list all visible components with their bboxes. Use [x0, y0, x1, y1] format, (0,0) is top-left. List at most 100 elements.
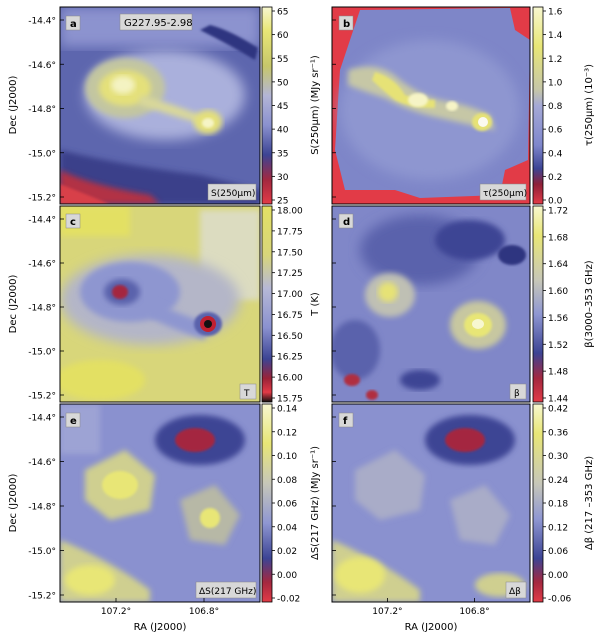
panel-f-name-box: [505, 581, 527, 599]
colorbar-b-tick-label: 0.4: [548, 149, 563, 159]
panel-e-name-box: [195, 581, 257, 599]
colorbar-d-tick-label: 1.56: [548, 314, 568, 324]
panel-a-letter: a: [70, 19, 77, 30]
colorbar-a-tick-label: 50: [277, 78, 289, 88]
colorbar-d-tick-label: 1.44: [548, 395, 568, 405]
colorbar-b: [532, 6, 544, 205]
dec-tick-label-row3: -14.8°: [28, 503, 56, 513]
colorbar-c: [261, 205, 273, 403]
dec-tick-label-row2: -15.2°: [28, 392, 56, 402]
colorbar-f-tick-label: 0.18: [548, 500, 568, 510]
dec-tick-label-row2: -14.8°: [28, 304, 56, 314]
colorbar-e-tick-label: 0.10: [277, 452, 297, 462]
colorbar-a-tick-label: 30: [277, 173, 289, 183]
ra-axis-label-right: RA (J2000): [405, 622, 458, 633]
colorbar-a-tick-label: 55: [277, 55, 288, 65]
colorbar-a-tick-label: 40: [277, 126, 289, 136]
colorbar-b-tick-label: 0.8: [548, 102, 563, 112]
colorbar-e: [261, 403, 273, 603]
generated-ticks: 65 60 55 50 45 40 35 30 25 1.6 1.4 1.2 1.0 0.8 0.6 0.4 0…: [28, 8, 571, 618]
colorbar-e-tick-label: 0.08: [277, 476, 297, 486]
colorbar-f-tick-label: 0.42: [548, 405, 568, 415]
panel-f-letter-box: [338, 412, 354, 428]
colorbar-c-tick-label: 16.50: [277, 332, 303, 342]
colorbar-d: [532, 205, 544, 403]
dec-axis-label-row2: Dec (J2000): [8, 275, 19, 334]
colorbar-c-tick-label: 17.00: [277, 290, 303, 300]
colorbar-f-tick-label: 0.00: [548, 571, 568, 581]
dec-axis-label-row3: Dec (J2000): [8, 474, 19, 533]
colorbar-d-tick-label: 1.52: [548, 341, 568, 351]
colorbar-f: [532, 403, 544, 603]
panel-a: a G227.95-2.98 S(250μm): [59, 6, 261, 205]
colorbar-b-label: τ(250μm) (10⁻³): [584, 64, 595, 146]
colorbar-e-label: ΔS(217 GHz) (MJy sr⁻¹): [310, 446, 321, 560]
panel-c-name: T: [243, 389, 250, 399]
panel-b-letter: b: [343, 19, 350, 30]
panel-e-letter-box: [65, 412, 81, 428]
panel-b: b τ(250μm): [331, 6, 531, 205]
colorbar-c-tick-label: 17.25: [277, 269, 303, 279]
colorbar-f-tick-label: 0.12: [548, 523, 568, 533]
ra-axis-label-left: RA (J2000): [134, 622, 187, 633]
colorbar-c-tick-label: 16.25: [277, 353, 303, 363]
panel-e-name: ΔS(217 GHz): [199, 587, 256, 597]
colorbar-f-label: Δβ (217 –353 GHz): [584, 456, 595, 550]
colorbar-b-tick-label: 0.2: [548, 173, 562, 183]
colorbar-b-tick-label: 1.4: [548, 31, 563, 41]
colorbar-a-tick-label: 35: [277, 149, 288, 159]
panel-b-name: τ(250μm): [483, 189, 527, 199]
ra-tick-label-right: 106.8°: [459, 607, 489, 617]
colorbar-f-tick-label: 0.06: [548, 547, 568, 557]
colorbar-a-tick-label: 60: [277, 31, 289, 41]
colorbar-a-tick-label: 45: [277, 102, 288, 112]
object-title: G227.95-2.98: [124, 18, 193, 29]
colorbar-e-tick-label: 0.00: [277, 571, 297, 581]
panel-d-letter: d: [343, 217, 350, 228]
colorbar-e-tick-label: 0.04: [277, 523, 297, 533]
dec-tick-label-row3: -15.0°: [28, 547, 56, 557]
panel-c-letter: c: [70, 217, 76, 228]
colorbar-e-tick-label: 0.02: [277, 547, 297, 557]
panel-d-letter-box: [338, 213, 354, 229]
colorbar-d-tick-label: 1.60: [548, 287, 568, 297]
panel-e-letter: e: [70, 416, 77, 427]
colorbar-d-tick-label: 1.72: [548, 207, 568, 217]
panel-f-image: [332, 404, 530, 602]
colorbar-c-tick-label: 17.50: [277, 248, 303, 258]
panel-b-letter-box: [338, 15, 354, 31]
colorbar-f-tick-label: 0.36: [548, 428, 568, 438]
panel-d: d β: [331, 205, 531, 403]
panel-e-image: [60, 404, 260, 602]
dec-axis-label-row1: Dec (J2000): [8, 76, 19, 135]
ra-tick-label-left: 106.8°: [189, 607, 219, 617]
panel-a-name-box: [207, 183, 257, 201]
panel-d-name-box: [509, 383, 527, 400]
dec-tick-label-row3: -15.2°: [28, 592, 56, 602]
colorbar-d-label: β(3000–353 GHz): [584, 260, 595, 348]
dec-tick-label-row3: -14.4°: [28, 414, 56, 424]
panel-e: e ΔS(217 GHz): [59, 403, 261, 603]
colorbar-c-tick-label: 17.75: [277, 227, 303, 237]
dec-tick-label-row1: -14.6°: [28, 61, 56, 71]
panel-b-image: [332, 7, 530, 204]
ra-tick-label-right: 107.2°: [372, 607, 402, 617]
dec-tick-label-row1: -15.0°: [28, 149, 56, 159]
panel-d-image: [332, 206, 530, 402]
colorbar-c-label: T (K): [310, 292, 321, 317]
colorbar-a-tick-label: 65: [277, 8, 288, 18]
object-title-box: [119, 13, 193, 31]
colorbar-a: [261, 6, 273, 205]
panel-f-name: Δβ: [509, 587, 521, 597]
colorbar-b-tick-label: 0.6: [548, 126, 563, 136]
colorbar-e-tick-label: -0.02: [277, 595, 300, 605]
panel-d-name: β: [514, 389, 520, 399]
colorbar-c-tick-label: 15.75: [277, 395, 303, 405]
colorbar-b-tick-label: 1.2: [548, 55, 562, 65]
panel-c: c T: [59, 205, 261, 403]
colorbar-c-tick-label: 16.00: [277, 374, 303, 384]
dec-tick-label-row1: -14.4°: [28, 17, 56, 27]
colorbar-e-tick-label: 0.12: [277, 428, 297, 438]
dec-tick-label-row2: -15.0°: [28, 348, 56, 358]
